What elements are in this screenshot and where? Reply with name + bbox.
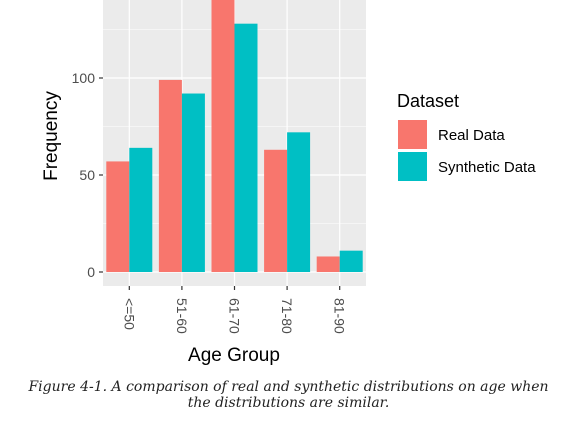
legend-key <box>398 120 427 149</box>
legend-label: Synthetic Data <box>438 159 536 176</box>
x-tick-label: 51-60 <box>174 298 190 334</box>
x-tick-label: 71-80 <box>279 298 295 334</box>
bar-real-1 <box>158 79 182 272</box>
bar-synthetic-2 <box>234 23 258 273</box>
legend-key <box>398 152 427 181</box>
bar-real-0 <box>106 161 130 272</box>
legend: Dataset Real Data Synthetic Data <box>397 91 536 181</box>
bars <box>106 0 363 273</box>
figure-caption: Figure 4-1. A comparison of real and syn… <box>28 379 549 411</box>
axes: 0 50 100 <=50 51-60 61-70 71-80 81-90 <box>72 70 348 334</box>
bar-synthetic-0 <box>129 147 153 272</box>
x-tick-label: <=50 <box>121 298 137 330</box>
bar-real-2 <box>211 0 235 272</box>
x-tick-label: 81-90 <box>332 298 348 334</box>
bar-real-4 <box>316 256 340 272</box>
bar-real-3 <box>264 149 288 272</box>
x-axis-title: Age Group <box>188 345 280 366</box>
legend-title: Dataset <box>397 91 459 111</box>
bar-synthetic-4 <box>339 250 363 272</box>
x-tick-label: 61-70 <box>227 298 243 334</box>
bar-chart: 0 50 100 <=50 51-60 61-70 71-80 81-90 Frequency… <box>41 0 536 366</box>
y-axis-title: Frequency <box>41 91 62 181</box>
y-tick-label: 100 <box>72 70 96 86</box>
bar-synthetic-1 <box>181 93 205 273</box>
y-tick-label: 50 <box>79 167 95 183</box>
legend-label: Real Data <box>438 127 505 144</box>
bar-synthetic-3 <box>287 132 311 272</box>
y-tick-label: 0 <box>87 264 95 280</box>
